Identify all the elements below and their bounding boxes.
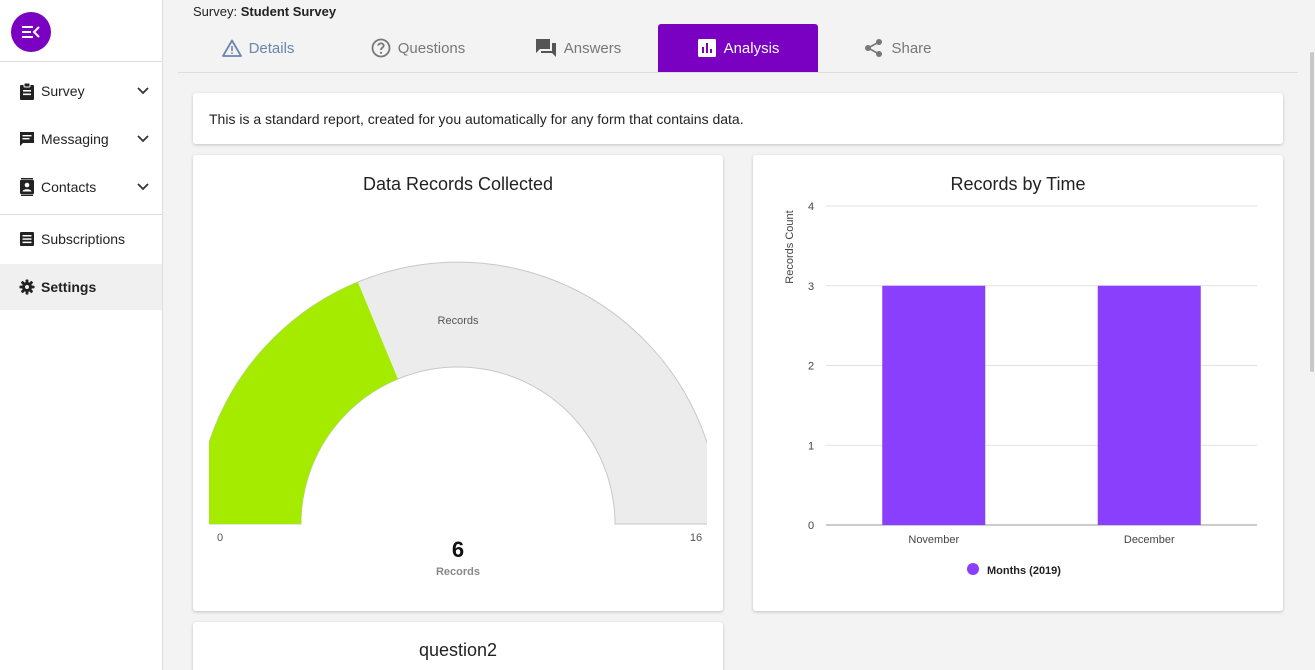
y-tick-label: 2 <box>808 361 814 373</box>
sidebar-divider <box>0 61 162 62</box>
question-circle-icon <box>371 38 391 58</box>
sidebar-item-subscriptions[interactable]: Subscriptions <box>0 216 162 262</box>
gauge-card: Data Records Collected Records 0 16 6 Re… <box>193 155 723 611</box>
chart-title: Data Records Collected <box>362 174 554 194</box>
sidebar-item-label: Settings <box>41 279 97 295</box>
tab-label: Share <box>891 39 932 57</box>
clipboard-icon <box>18 82 36 100</box>
chevron-down-icon[interactable] <box>136 83 150 97</box>
gauge-fill <box>209 281 398 524</box>
gauge-min-label: 0 <box>217 532 223 544</box>
tab-analysis[interactable]: Analysis <box>658 24 818 72</box>
tab-answers[interactable]: Answers <box>498 24 658 72</box>
chart-title: Records by Time <box>950 174 1086 194</box>
bar-chart-icon <box>697 39 716 57</box>
info-card: This is a standard report, created for y… <box>193 93 1283 144</box>
bar-chart-card: Records by Time 0 1 2 3 4 November December R… <box>753 155 1283 611</box>
chevron-down-icon[interactable] <box>136 131 150 145</box>
question-title: question2 <box>418 640 498 660</box>
message-icon <box>18 130 36 148</box>
y-tick-label: 4 <box>808 201 814 213</box>
bar-chart: 0 1 2 3 4 November December Records Count Mon… <box>784 201 1257 577</box>
y-tick-label: 0 <box>808 520 814 532</box>
y-tick-label: 1 <box>808 440 814 452</box>
tab-label: Details <box>248 39 295 57</box>
sidebar-item-survey[interactable]: Survey <box>0 68 162 114</box>
gauge-band-label: Records <box>438 315 479 327</box>
tab-bar: Details Questions Answers Analysis Share <box>178 24 1298 73</box>
forum-icon <box>535 39 556 57</box>
x-tick-label: November <box>908 534 959 546</box>
question-card: question2 <box>193 622 723 670</box>
y-tick-label: 3 <box>808 281 814 293</box>
gauge-chart: Records 0 16 6 Records <box>209 261 707 578</box>
survey-name: Student Survey <box>240 4 337 19</box>
sidebar-item-label: Survey <box>41 83 85 99</box>
contacts-icon <box>18 178 36 196</box>
sidebar-item-messaging[interactable]: Messaging <box>0 116 162 162</box>
menu-toggle-button[interactable] <box>11 12 51 52</box>
tab-share[interactable]: Share <box>818 24 978 72</box>
y-axis-label: Records Count <box>784 210 796 283</box>
menu-collapse-icon <box>22 26 40 38</box>
tab-label: Answers <box>563 39 622 57</box>
bar-november[interactable] <box>882 285 986 525</box>
sidebar-item-contacts[interactable]: Contacts <box>0 164 162 210</box>
x-tick-label: December <box>1124 534 1175 546</box>
sidebar-item-label: Subscriptions <box>41 231 126 247</box>
legend-label[interactable]: Months (2019) <box>987 565 1061 577</box>
warning-triangle-icon <box>221 39 242 57</box>
tab-questions[interactable]: Questions <box>338 24 498 72</box>
sidebar-item-label: Contacts <box>41 179 97 195</box>
bar-december[interactable] <box>1097 285 1201 525</box>
sidebar-divider <box>0 214 162 215</box>
sidebar-item-label: Messaging <box>41 131 109 147</box>
info-text: This is a standard report, created for y… <box>209 111 744 127</box>
gauge-value-label: Records <box>436 566 480 578</box>
chevron-down-icon[interactable] <box>136 179 150 193</box>
tab-label: Questions <box>397 39 466 57</box>
scrollbar[interactable] <box>1310 52 1314 372</box>
gauge-value: 6 <box>452 537 464 562</box>
list-icon <box>18 230 36 248</box>
survey-title: Survey: Student Survey <box>193 4 336 19</box>
gear-icon <box>18 278 36 296</box>
survey-title-prefix: Survey: <box>193 4 238 19</box>
tab-label: Analysis <box>723 39 780 57</box>
sidebar: Survey Messaging Contacts Subscriptions … <box>0 0 163 670</box>
share-icon <box>865 39 883 57</box>
gauge-max-label: 16 <box>690 532 702 544</box>
legend-swatch <box>967 563 979 575</box>
tab-details[interactable]: Details <box>178 24 338 72</box>
sidebar-item-settings[interactable]: Settings <box>0 264 162 310</box>
